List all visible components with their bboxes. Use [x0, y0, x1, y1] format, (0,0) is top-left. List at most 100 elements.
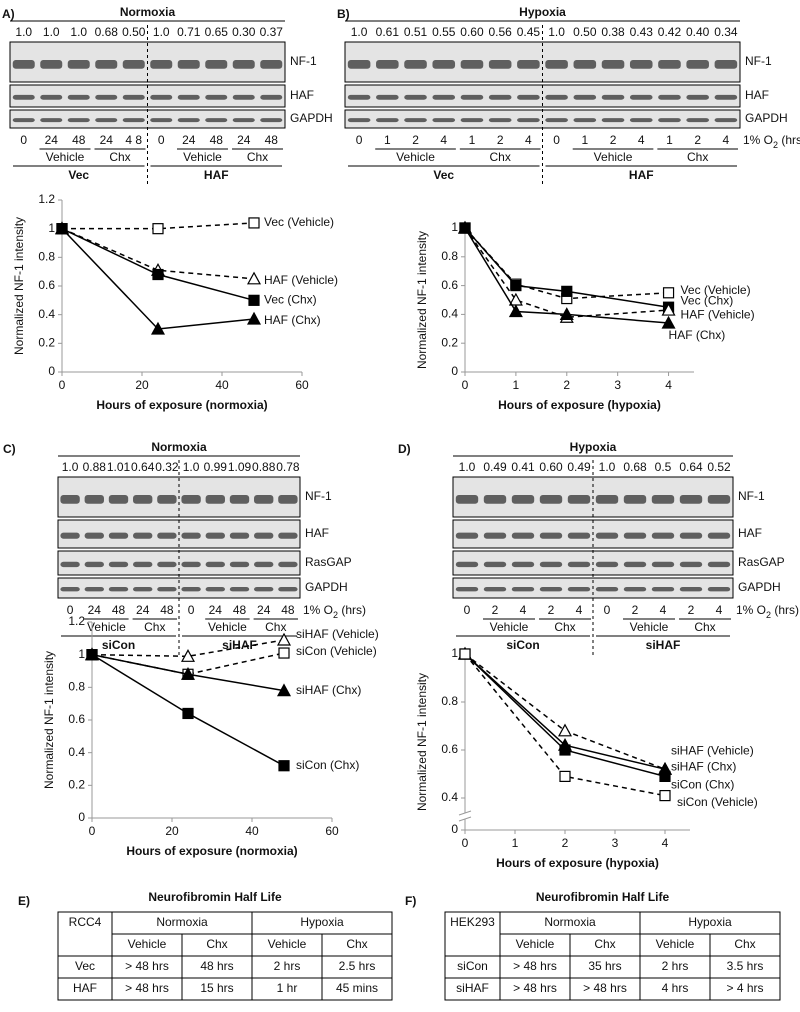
- marker-triangle: [661, 315, 676, 329]
- x-tick-label: 20: [165, 824, 179, 838]
- time-label: 48: [281, 603, 295, 617]
- band: [651, 495, 675, 504]
- band: [278, 495, 298, 504]
- series-label: siHAF (Chx): [296, 683, 361, 697]
- header-cell: HEK293: [450, 915, 495, 929]
- break-mark: [458, 810, 472, 816]
- band: [181, 587, 201, 592]
- row-label: NF-1: [305, 489, 332, 503]
- series-line: [464, 227, 669, 319]
- band: [133, 587, 153, 592]
- series-line: [464, 227, 669, 324]
- band-quant: 1.0: [70, 25, 87, 39]
- band: [205, 118, 228, 123]
- band: [84, 532, 104, 539]
- y-tick-label: 1.2: [68, 614, 85, 628]
- band: [567, 587, 591, 592]
- marker-triangle: [54, 221, 70, 235]
- band-quant: 0.88: [252, 460, 276, 474]
- row-label: HAF: [305, 526, 329, 540]
- unit-part: 2: [766, 610, 771, 620]
- band: [205, 532, 225, 539]
- y-tick-label: 1: [48, 221, 55, 235]
- band-quant: 0.49: [483, 460, 507, 474]
- series-label: siCon (Vehicle): [296, 644, 377, 658]
- unit-part: (hrs): [778, 133, 800, 147]
- band: [12, 60, 35, 69]
- band: [376, 94, 399, 100]
- band-quant: 1.0: [599, 460, 616, 474]
- table-cell: > 48 hrs: [513, 959, 557, 973]
- subheader-cell: Vehicle: [268, 937, 307, 951]
- treatment-label: Vehicle: [490, 620, 529, 634]
- x-tick-label: 0: [89, 824, 96, 838]
- y-axis-label: Normalized NF-1 intensity: [12, 217, 26, 355]
- table-cell: > 4 hrs: [726, 981, 763, 995]
- panel-letter: C): [3, 442, 16, 456]
- axis-break: [459, 813, 471, 819]
- band: [567, 561, 591, 568]
- marker-triangle: [559, 307, 574, 320]
- x-tick-label: 0: [462, 378, 469, 392]
- band: [157, 587, 177, 592]
- band: [658, 94, 681, 100]
- band: [545, 118, 568, 123]
- y-tick-label: 1: [78, 647, 85, 661]
- time-label: 0: [20, 133, 27, 147]
- marker-square: [248, 217, 260, 229]
- band: [60, 587, 80, 592]
- band: [686, 94, 709, 100]
- time-label: 4: [723, 133, 730, 147]
- time-label: 0: [553, 133, 560, 147]
- y-tick-label: 0: [78, 810, 85, 824]
- band: [181, 532, 201, 539]
- treatment-label: Vehicle: [396, 150, 435, 164]
- band-quant: 0.64: [679, 460, 703, 474]
- band-quant: 0.65: [205, 25, 229, 39]
- marker-square: [248, 294, 260, 306]
- time-label: 24: [182, 133, 196, 147]
- time-label: 2: [688, 603, 695, 617]
- band: [679, 561, 703, 568]
- row-label: NF-1: [745, 54, 772, 68]
- blot-title: Hypoxia: [570, 440, 617, 454]
- band: [232, 60, 255, 69]
- band-quant: 0.99: [204, 460, 228, 474]
- y-tick-label: 0.6: [441, 742, 458, 756]
- time-label: 0: [67, 603, 74, 617]
- x-tick-label: 20: [135, 378, 149, 392]
- band-quant: 0.56: [488, 25, 512, 39]
- band-quant: 1.0: [153, 25, 170, 39]
- unit-part: 2: [333, 610, 338, 620]
- treatment-label: Chx: [144, 620, 165, 634]
- band: [278, 532, 298, 539]
- table-cell: 1 hr: [277, 981, 298, 995]
- y-tick-label: 0.4: [441, 307, 458, 321]
- row-label: HAF: [745, 88, 769, 102]
- marker-square: [561, 285, 573, 297]
- band-quant: 1.0: [43, 25, 60, 39]
- band: [150, 118, 173, 123]
- row-label: RasGAP: [738, 555, 785, 569]
- time-label: 1: [581, 133, 588, 147]
- x-tick-label: 60: [295, 378, 309, 392]
- unit-part: 1% O: [743, 133, 773, 147]
- band: [455, 561, 479, 568]
- group-label: siHAF: [646, 638, 681, 652]
- band: [460, 118, 484, 123]
- blot-title: Hypoxia: [519, 5, 566, 19]
- band: [108, 587, 129, 592]
- x-axis-label: Hours of exposure (normoxia): [96, 398, 267, 412]
- marker-square: [662, 287, 675, 299]
- unit-part: (hrs): [771, 603, 799, 617]
- band: [517, 118, 540, 123]
- band-quant: 0.78: [276, 460, 300, 474]
- band-quant: 0.60: [539, 460, 563, 474]
- y-tick-label: 0.8: [441, 249, 458, 263]
- panel-letter: F): [405, 894, 416, 908]
- band: [573, 118, 597, 123]
- band: [404, 94, 427, 100]
- band: [511, 561, 535, 568]
- marker-triangle: [150, 321, 166, 335]
- band: [714, 118, 738, 123]
